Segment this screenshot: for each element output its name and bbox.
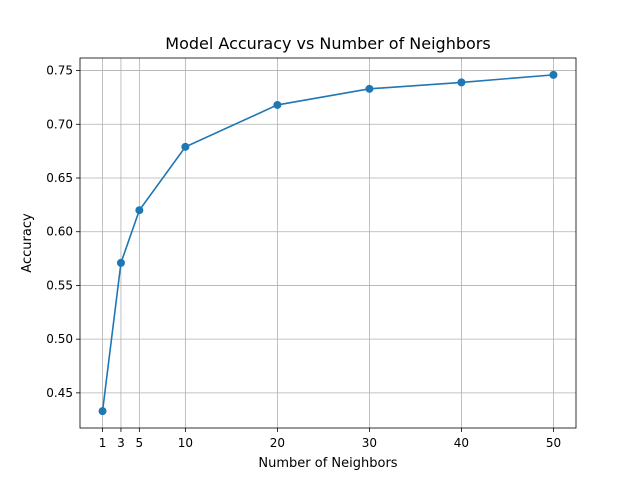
ticks: 1 3 5 10 20 30 40 50 0.45 0.50 0.55 0.60 0.65 0.70 0.7…: [46, 64, 561, 450]
data-point: [116, 258, 125, 267]
data-point: [181, 142, 190, 151]
grid: [80, 58, 576, 428]
x-tick-label: 50: [546, 436, 561, 450]
y-axis-label: Accuracy: [20, 213, 35, 273]
data-point: [135, 206, 144, 215]
series: [98, 70, 558, 416]
x-tick-label: 40: [454, 436, 469, 450]
y-tick-label: 0.70: [46, 117, 73, 131]
y-tick-label: 0.55: [46, 278, 73, 292]
x-tick-label: 20: [270, 436, 285, 450]
y-tick-label: 0.65: [46, 171, 73, 185]
x-tick-label: 30: [362, 436, 377, 450]
x-tick-label: 5: [136, 436, 144, 450]
chart-title: Model Accuracy vs Number of Neighbors: [165, 34, 490, 53]
x-tick-label: 1: [99, 436, 107, 450]
data-point: [549, 70, 558, 79]
y-tick-label: 0.75: [46, 64, 73, 78]
x-tick-label: 10: [178, 436, 193, 450]
y-tick-label: 0.45: [46, 386, 73, 400]
data-point: [273, 100, 282, 109]
data-point: [98, 407, 107, 416]
series-line: [101, 74, 554, 412]
x-axis-label: Number of Neighbors: [258, 456, 397, 471]
x-tick-label: 3: [117, 436, 125, 450]
data-point: [365, 84, 374, 93]
data-point: [457, 78, 466, 87]
y-tick-label: 0.50: [46, 332, 73, 346]
plot-area-frame: [79, 57, 577, 429]
y-tick-label: 0.60: [46, 225, 73, 239]
